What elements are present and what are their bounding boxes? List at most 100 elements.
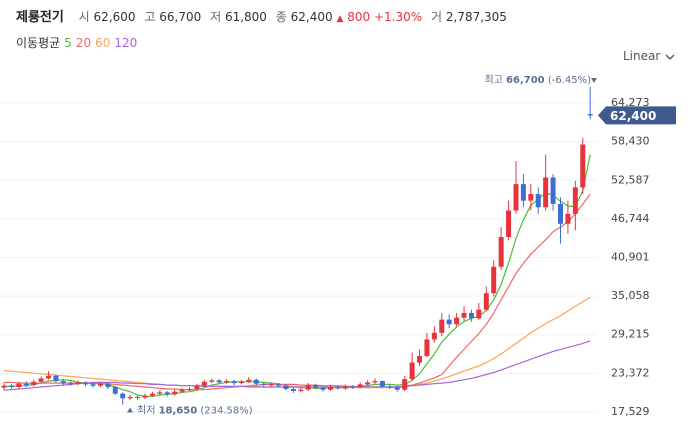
- note-prefix: 최저: [137, 405, 155, 417]
- candle-body: [112, 387, 118, 394]
- price-tag: [598, 106, 676, 125]
- candle-body: [90, 384, 96, 386]
- high-annotation: 최고 66,700 (-6.45%): [484, 74, 591, 86]
- y-tick-label: 35,058: [611, 289, 650, 302]
- ma-legend: 이동평균 5 20 60 120: [16, 34, 137, 51]
- candle-body: [372, 381, 378, 383]
- candle-body: [550, 177, 556, 204]
- candle-body: [379, 381, 385, 387]
- ma-line: [3, 296, 591, 389]
- candle-body: [1, 385, 7, 388]
- candle-body: [201, 381, 207, 386]
- candle-body: [97, 383, 103, 386]
- ma-label: 이동평균: [16, 36, 61, 50]
- candle-body: [164, 392, 170, 395]
- candle-body: [224, 381, 230, 383]
- candle-body: [149, 393, 155, 396]
- candle-body: [565, 213, 571, 224]
- y-tick-label: 17,529: [611, 405, 650, 418]
- quote-header: 제룡전기 시 62,600 고 66,700 저 61,800 종 62,400…: [16, 6, 507, 25]
- candle-body: [120, 393, 126, 399]
- candle-body: [194, 385, 200, 390]
- note-pct: (234.58%): [200, 406, 252, 417]
- stock-name: 제룡전기: [16, 10, 64, 25]
- candle-body: [543, 177, 549, 208]
- candle-body: [268, 384, 274, 386]
- candle-body: [402, 379, 408, 390]
- value: 61,800: [224, 10, 267, 24]
- low-marker: [127, 407, 133, 413]
- candle-body: [283, 385, 289, 390]
- candle-body: [298, 389, 304, 392]
- candle-body: [53, 375, 59, 382]
- candle-body: [513, 184, 519, 211]
- candle-body: [142, 395, 148, 398]
- candle-body: [68, 383, 74, 385]
- candle-body: [454, 317, 460, 325]
- candle-body: [216, 380, 222, 383]
- candle-body: [520, 184, 526, 201]
- high-marker: [591, 77, 597, 83]
- candle-body: [409, 362, 415, 380]
- ma-line: [3, 340, 591, 391]
- candle-body: [327, 387, 333, 390]
- candle-body: [446, 319, 452, 325]
- candle-body: [580, 144, 586, 188]
- candle-body: [439, 319, 445, 333]
- candle-body: [313, 385, 319, 388]
- legend-entry: 120: [114, 36, 138, 50]
- candle-body: [253, 379, 259, 384]
- value: 2,787,305: [445, 10, 507, 24]
- y-tick-label: 64,273: [611, 96, 650, 109]
- y-tick-label: 58,430: [611, 135, 650, 148]
- candle-body: [350, 386, 356, 388]
- candle-body: [506, 210, 512, 238]
- change-arrow: ▲: [336, 14, 344, 24]
- candle-body: [187, 389, 192, 391]
- label: 저: [210, 10, 222, 24]
- change: 800: [347, 10, 371, 24]
- candle-body: [461, 313, 467, 318]
- candle-body: [38, 378, 44, 382]
- candle-body: [357, 384, 363, 388]
- ma-line: [4, 193, 591, 391]
- candle-body: [16, 383, 22, 388]
- candle-body: [483, 293, 489, 310]
- candle-body: [8, 385, 14, 388]
- label: 종: [275, 10, 287, 24]
- note-value: 18,650: [159, 406, 198, 417]
- note-value: 66,700: [506, 75, 545, 86]
- value: 62,400: [290, 10, 333, 24]
- candle-body: [320, 387, 326, 390]
- note-prefix: 최고: [484, 74, 502, 86]
- candle-body: [60, 381, 66, 384]
- note-pct: (-6.45%): [548, 75, 591, 86]
- candle-body: [31, 381, 37, 386]
- candle-body: [365, 382, 371, 385]
- scale-dropdown[interactable]: Linear: [623, 49, 676, 63]
- candle-body: [231, 381, 237, 384]
- label: 거: [430, 10, 443, 24]
- candle-body: [498, 237, 504, 267]
- candle-body: [238, 381, 244, 384]
- candle-body: [431, 332, 437, 340]
- scale-mode: Linear: [623, 49, 661, 63]
- candle-body: [587, 114, 593, 116]
- candle-body: [468, 313, 474, 319]
- chevron: [665, 54, 675, 60]
- label: 시: [78, 10, 90, 24]
- label: 고: [144, 10, 156, 24]
- candle-body: [157, 392, 163, 394]
- y-tick-label: 23,372: [611, 366, 650, 379]
- candle-body: [276, 384, 282, 386]
- value: 62,600: [93, 10, 136, 24]
- y-tick-label: 46,744: [611, 212, 650, 225]
- y-tick-label: 40,901: [611, 250, 650, 263]
- candle-body: [335, 387, 341, 389]
- change-pct: +1.30%: [373, 10, 423, 24]
- candle-body: [387, 386, 393, 388]
- candle-body: [127, 396, 133, 399]
- price-tag-label: 62,400: [610, 109, 656, 123]
